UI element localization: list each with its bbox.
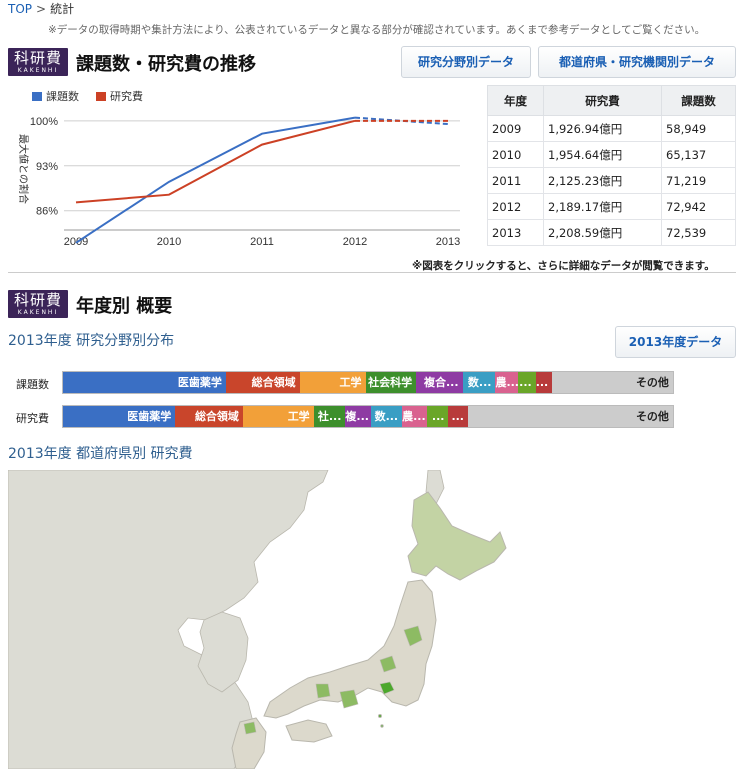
distribution-segment[interactable]: ... — [427, 406, 449, 427]
series-line — [75, 116, 356, 244]
logo-kanji: 科研費 — [13, 291, 62, 309]
map-izu-island — [378, 714, 382, 718]
cell-projects: 65,137 — [661, 141, 736, 168]
distribution-segment[interactable]: 社会科学 — [365, 372, 417, 393]
chart-click-hint: ※図表をクリックすると、さらに詳細なデータが閲覧できます。 — [412, 260, 715, 272]
distribution-segment[interactable]: 医歯薬学 — [63, 406, 176, 427]
distribution-segment[interactable]: 工学 — [299, 372, 366, 393]
distribution-segment[interactable]: その他 — [467, 406, 673, 427]
col-header-projects: 課題数 — [661, 85, 736, 116]
cell-year: 2011 — [487, 167, 544, 194]
map-prefecture-tokyo[interactable] — [379, 681, 395, 695]
legend-label: 研究費 — [110, 89, 143, 103]
section-divider — [8, 272, 736, 273]
map-kyushu[interactable] — [231, 717, 267, 769]
map-prefecture-highlight[interactable] — [379, 655, 397, 673]
x-tick-label: 2012 — [343, 236, 367, 248]
cell-funding: 2,125.23億円 — [543, 167, 662, 194]
table-row: 2011 2,125.23億円 71,219 — [487, 167, 736, 194]
logo-kanji: 科研費 — [13, 49, 62, 67]
annual-stats-table: 年度 研究費 課題数 2009 1,926.94億円 58,949 2010 1,95… — [487, 85, 736, 246]
distribution-segment[interactable]: 農... — [495, 372, 519, 393]
cell-year: 2009 — [487, 115, 544, 142]
prefecture-funding-map[interactable] — [8, 470, 751, 769]
distribution-segment[interactable]: 数... — [371, 406, 403, 427]
distribution-segment[interactable]: 社... — [313, 406, 346, 427]
distribution-segment[interactable]: ... — [448, 406, 468, 427]
distribution-segment[interactable]: 複... — [345, 406, 372, 427]
distribution-segment[interactable]: 医歯薬学 — [63, 372, 226, 393]
table-row: 2012 2,189.17億円 72,942 — [487, 193, 736, 220]
projects-distribution-bar[interactable]: 医歯薬学 総合領域 工学 社会科学 複合... 数... 農......... その他 — [62, 371, 674, 394]
x-tick-label: 2013 — [436, 236, 460, 248]
table-row: 2010 1,954.64億円 65,137 — [487, 141, 736, 168]
map-shikoku[interactable] — [285, 719, 333, 743]
trend-section-title: 課題数・研究費の推移 — [76, 54, 256, 75]
map-izu-island — [380, 724, 384, 728]
legend-swatch — [32, 92, 42, 101]
table-row: 2013 2,208.59億円 72,539 — [487, 219, 736, 246]
cell-year: 2013 — [487, 219, 544, 246]
col-header-funding: 研究費 — [543, 85, 662, 116]
breadcrumb: TOP > 統計 — [8, 0, 74, 17]
y-axis-title: 最大値との割合 — [17, 134, 30, 204]
cell-funding: 2,208.59億円 — [543, 219, 662, 246]
overview-section-title: 年度別 概要 — [76, 296, 173, 317]
prefecture-funding-title: 2013年度 都道府県別 研究費 — [8, 446, 193, 462]
logo-roman: KAKENHI — [17, 67, 59, 74]
cell-projects: 72,539 — [661, 219, 736, 246]
map-hokkaido[interactable] — [407, 491, 507, 581]
col-header-year: 年度 — [487, 85, 544, 116]
distribution-segment[interactable]: その他 — [552, 372, 673, 393]
funding-distribution-bar[interactable]: 医歯薬学 総合領域 工学 社... 複... 数... 農......... その他 — [62, 405, 674, 428]
map-prefecture-highlight[interactable] — [403, 625, 423, 647]
distribution-segment[interactable]: ... — [518, 372, 536, 393]
y-tick-label: 100% — [30, 116, 58, 128]
logo-roman: KAKENHI — [17, 309, 59, 316]
cell-projects: 58,949 — [661, 115, 736, 142]
table-row: 2009 1,926.94億円 58,949 — [487, 115, 736, 142]
prefecture-institution-data-button[interactable]: 都道府県・研究機関別データ — [538, 46, 736, 78]
field-distribution-title: 2013年度 研究分野別分布 — [8, 333, 175, 349]
distribution-segment[interactable]: ... — [535, 372, 553, 393]
cell-funding: 2,189.17億円 — [543, 193, 662, 220]
legend-label: 課題数 — [46, 89, 79, 103]
legend-swatch — [96, 92, 106, 101]
map-prefecture-highlight[interactable] — [339, 689, 359, 709]
y-tick-label: 93% — [36, 161, 58, 173]
cell-funding: 1,926.94億円 — [543, 115, 662, 142]
cell-year: 2010 — [487, 141, 544, 168]
series-line — [75, 119, 356, 204]
map-prefecture-highlight[interactable] — [243, 721, 257, 735]
breadcrumb-top-link[interactable]: TOP — [8, 2, 33, 16]
x-tick-label: 2011 — [250, 236, 274, 248]
kakenhi-logo: 科研費 KAKENHI — [8, 290, 68, 318]
distribution-segment[interactable]: 農... — [402, 406, 428, 427]
y-tick-label: 86% — [36, 206, 58, 218]
map-honshu[interactable] — [263, 579, 437, 719]
distribution-segment[interactable]: 総合領域 — [225, 372, 300, 393]
field-data-button[interactable]: 研究分野別データ — [401, 46, 531, 78]
cell-funding: 1,954.64億円 — [543, 141, 662, 168]
distribution-row-label-projects: 課題数 — [16, 378, 49, 391]
data-disclaimer: ※データの取得時期や集計方法により、公表されているデータと異なる部分が確認されて… — [48, 24, 706, 36]
x-tick-label: 2010 — [157, 236, 181, 248]
cell-year: 2012 — [487, 193, 544, 220]
breadcrumb-current: 統計 — [50, 2, 75, 16]
kakenhi-logo: 科研費 KAKENHI — [8, 48, 68, 76]
distribution-segment[interactable]: 工学 — [242, 406, 314, 427]
map-prefecture-highlight[interactable] — [315, 683, 331, 699]
table-header-row: 年度 研究費 課題数 — [487, 85, 736, 116]
breadcrumb-separator: > — [36, 2, 47, 16]
cell-projects: 71,219 — [661, 167, 736, 194]
distribution-row-label-funding: 研究費 — [16, 412, 49, 425]
distribution-segment[interactable]: 総合領域 — [175, 406, 243, 427]
map-korea — [197, 611, 249, 693]
cell-projects: 72,942 — [661, 193, 736, 220]
year-data-button[interactable]: 2013年度データ — [615, 326, 736, 358]
distribution-segment[interactable]: 数... — [462, 372, 496, 393]
distribution-segment[interactable]: 複合... — [416, 372, 463, 393]
